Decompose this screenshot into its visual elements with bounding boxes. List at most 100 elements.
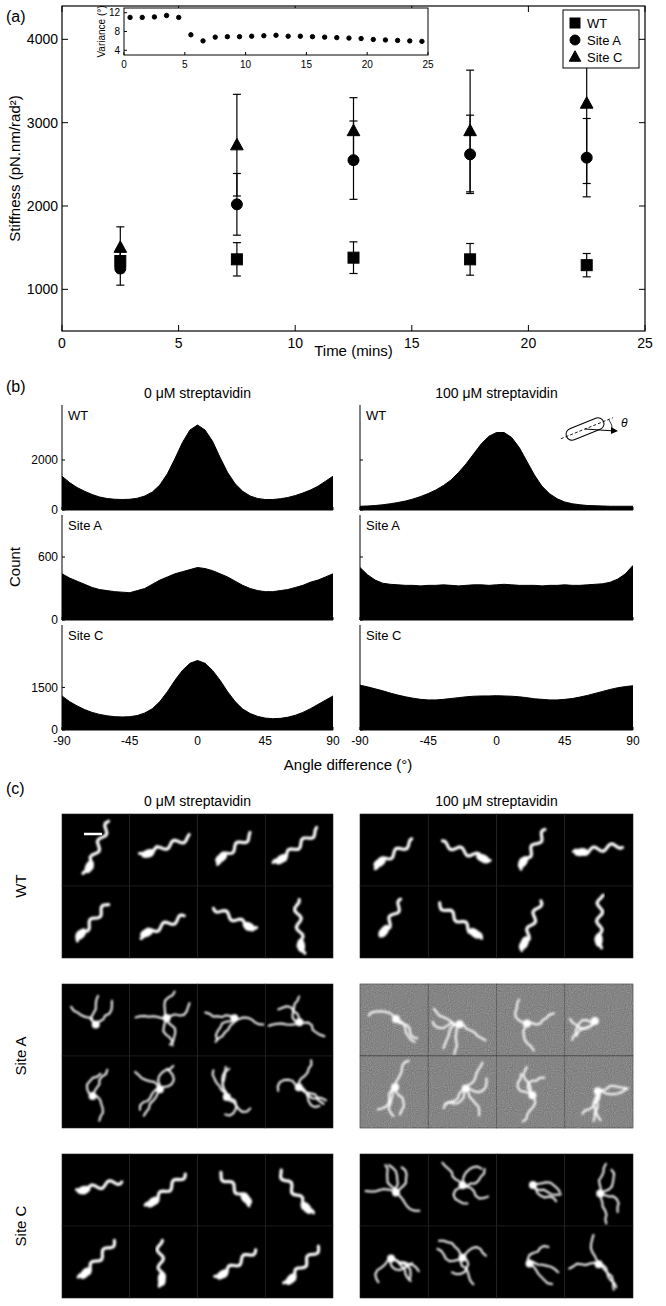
micrograph xyxy=(565,1154,633,1226)
text: 0 xyxy=(194,734,201,748)
filament-line xyxy=(293,997,300,1023)
cell-body xyxy=(145,1194,161,1209)
image-bg xyxy=(565,984,633,1056)
filament xyxy=(443,841,491,864)
filament-line xyxy=(93,1096,103,1121)
image-bg xyxy=(130,984,198,1056)
filament xyxy=(213,833,250,866)
micrograph xyxy=(62,1154,130,1226)
filament-line xyxy=(600,1193,618,1212)
filament-line xyxy=(366,1189,396,1193)
error-cap xyxy=(233,275,241,276)
cell-body xyxy=(83,859,96,875)
image-bg xyxy=(265,1154,333,1226)
micrograph xyxy=(130,1056,198,1128)
text: 5 xyxy=(175,335,183,351)
cell-body xyxy=(73,926,88,942)
text: Count xyxy=(6,546,23,587)
error-cap xyxy=(350,273,358,274)
x-tick xyxy=(265,727,266,730)
text: 600 xyxy=(38,550,58,564)
text: 45 xyxy=(558,734,572,748)
x-tick xyxy=(333,507,334,510)
cell-body xyxy=(573,847,588,857)
filament xyxy=(283,1246,318,1287)
y-tick xyxy=(62,206,68,207)
filament xyxy=(221,1172,254,1206)
filament-line xyxy=(299,1022,324,1036)
micrograph xyxy=(130,984,198,1056)
text: 10 xyxy=(240,59,252,70)
cell-body xyxy=(214,1267,230,1282)
x-tick xyxy=(564,507,565,510)
filament-line xyxy=(167,1003,190,1018)
x-tick xyxy=(428,52,429,55)
y-tick xyxy=(360,510,363,511)
filament-line xyxy=(167,1018,176,1045)
image-noise xyxy=(565,1056,633,1128)
filament-line xyxy=(463,1247,486,1258)
y-axis xyxy=(360,515,361,620)
text: 0 xyxy=(121,59,127,70)
error-cap xyxy=(233,94,241,95)
text: 15 xyxy=(301,59,313,70)
x-tick xyxy=(564,617,565,620)
y-tick xyxy=(62,289,68,290)
y-tick xyxy=(62,122,68,123)
image-noise xyxy=(497,984,565,1056)
filament xyxy=(366,1165,420,1211)
error-cap xyxy=(466,243,474,244)
image-bg xyxy=(497,984,565,1056)
histogram xyxy=(360,565,633,620)
point xyxy=(348,252,359,263)
point xyxy=(231,254,242,265)
y-axis xyxy=(62,625,63,730)
point xyxy=(581,260,592,271)
image-bg xyxy=(62,1154,130,1226)
legend-marker xyxy=(570,35,580,45)
filament xyxy=(569,1235,616,1290)
error-cap xyxy=(350,199,358,200)
filament-line xyxy=(437,1249,462,1261)
image-bg xyxy=(62,886,130,958)
y-axis xyxy=(62,515,63,620)
cell-body xyxy=(595,933,603,947)
image-bg xyxy=(265,1226,333,1298)
error-cap xyxy=(466,193,474,194)
filament xyxy=(157,1240,166,1286)
filament-line xyxy=(523,1095,535,1121)
point xyxy=(310,34,314,38)
filament xyxy=(596,1164,618,1224)
filament xyxy=(73,905,109,943)
figure: (a)(b)(c)05101520251000200030004000Time … xyxy=(0,0,666,1306)
error-cap xyxy=(116,226,124,227)
text: WT xyxy=(68,408,88,423)
filament xyxy=(372,839,412,870)
image-bg xyxy=(428,886,496,958)
y-tick xyxy=(62,730,65,731)
filament xyxy=(570,1017,599,1040)
legend-marker xyxy=(569,51,581,62)
text: 5 xyxy=(182,59,188,70)
image-bg xyxy=(497,1154,565,1226)
filament-line xyxy=(527,1014,554,1025)
filament-line xyxy=(160,1069,174,1089)
text: WT xyxy=(366,408,386,423)
point xyxy=(408,39,412,43)
y-tick xyxy=(360,557,363,558)
filament-line xyxy=(164,992,174,1019)
text: (a) xyxy=(6,8,26,25)
text: 0 xyxy=(51,503,58,517)
micrograph xyxy=(497,814,565,886)
text: 20 xyxy=(362,59,374,70)
image-bg xyxy=(497,814,565,886)
x-tick xyxy=(633,507,634,510)
micrograph xyxy=(360,1056,428,1128)
filament-line xyxy=(278,1006,299,1022)
filament-line xyxy=(434,1009,460,1025)
filament xyxy=(440,903,483,941)
x-tick xyxy=(428,507,429,510)
text: Variance (°) xyxy=(96,5,107,57)
error-cap xyxy=(466,275,474,276)
y-tick xyxy=(360,687,363,688)
